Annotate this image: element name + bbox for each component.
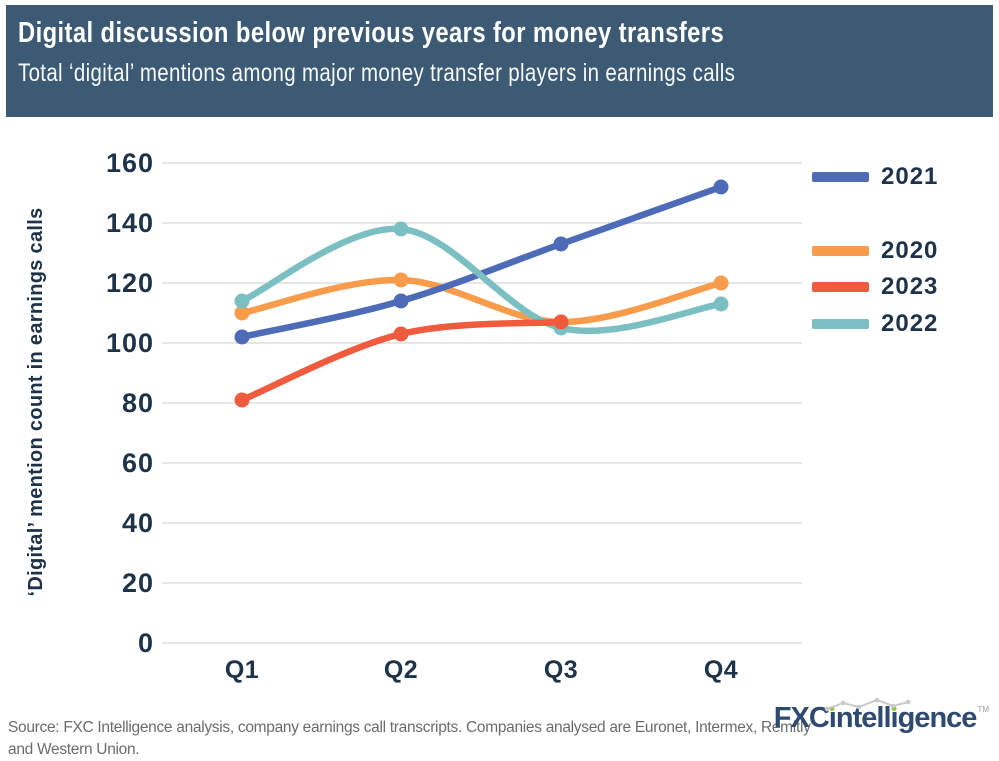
data-point-2021 [393,293,409,309]
data-point-2023 [234,392,250,408]
legend-swatch-2020 [812,246,869,256]
x-axis-label-q2: Q2 [383,656,419,684]
y-tick-label: 0 [137,628,154,658]
y-tick-label: 160 [105,148,154,178]
legend-item-2021: 2021 [812,163,939,190]
y-tick-label: 120 [105,268,154,298]
data-point-2021 [713,179,729,195]
y-tick-label: 80 [121,388,154,418]
legend-label: 2023 [881,273,939,300]
legend-swatch-2023 [812,282,869,292]
data-point-2023 [393,326,409,342]
y-tick-label: 20 [121,568,154,598]
series-line-2020 [238,276,725,326]
y-axis-title: ‘Digital’ mention count in earnings call… [25,207,47,597]
series-line-2021 [238,183,725,341]
legend-label: 2020 [881,237,939,264]
chart-title: Digital discussion below previous years … [18,17,725,49]
legend-item-2020: 2020 [812,237,939,264]
source-note: Source: FXC Intelligence analysis, compa… [8,718,811,758]
chart-subtitle: Total ‘digital’ mentions among major mon… [18,59,736,87]
y-tick-label: 100 [105,328,154,358]
logo-green-dot [829,706,835,711]
x-axis-label-q3: Q3 [543,656,579,684]
legend-swatch-2021 [812,172,869,182]
data-point-2022 [393,221,409,237]
logo-green-dot [891,706,897,711]
legend-label: 2021 [881,163,939,190]
y-tick-label: 140 [105,208,154,238]
data-point-2020 [713,275,729,291]
x-axis-label-q4: Q4 [703,656,739,684]
y-tick-label: 60 [121,448,154,478]
data-point-2021 [234,329,250,345]
data-point-2022 [234,293,250,309]
data-point-2020 [234,305,250,321]
legend-label: 2022 [881,310,939,337]
logo-letter-i: ı [890,702,899,734]
data-point-2023 [553,314,569,330]
legend-item-2023: 2023 [812,273,939,300]
data-point-2021 [553,236,569,252]
x-axis-label-q1: Q1 [224,656,260,684]
fxc-intelligence-logo: FXCı ntellı genceTM [773,697,989,735]
header-banner: Digital discussion below previous years … [6,5,993,117]
data-point-2020 [393,272,409,288]
logo-text: FXCı ntellı gence [773,702,978,734]
trademark-symbol: TM [977,705,989,714]
legend-swatch-2022 [812,319,869,329]
y-tick-label: 40 [121,508,154,538]
data-point-2022 [713,296,729,312]
logo-letter-i: ı [828,702,837,734]
series-line-2022 [238,225,725,335]
legend-item-2022: 2022 [812,310,939,337]
